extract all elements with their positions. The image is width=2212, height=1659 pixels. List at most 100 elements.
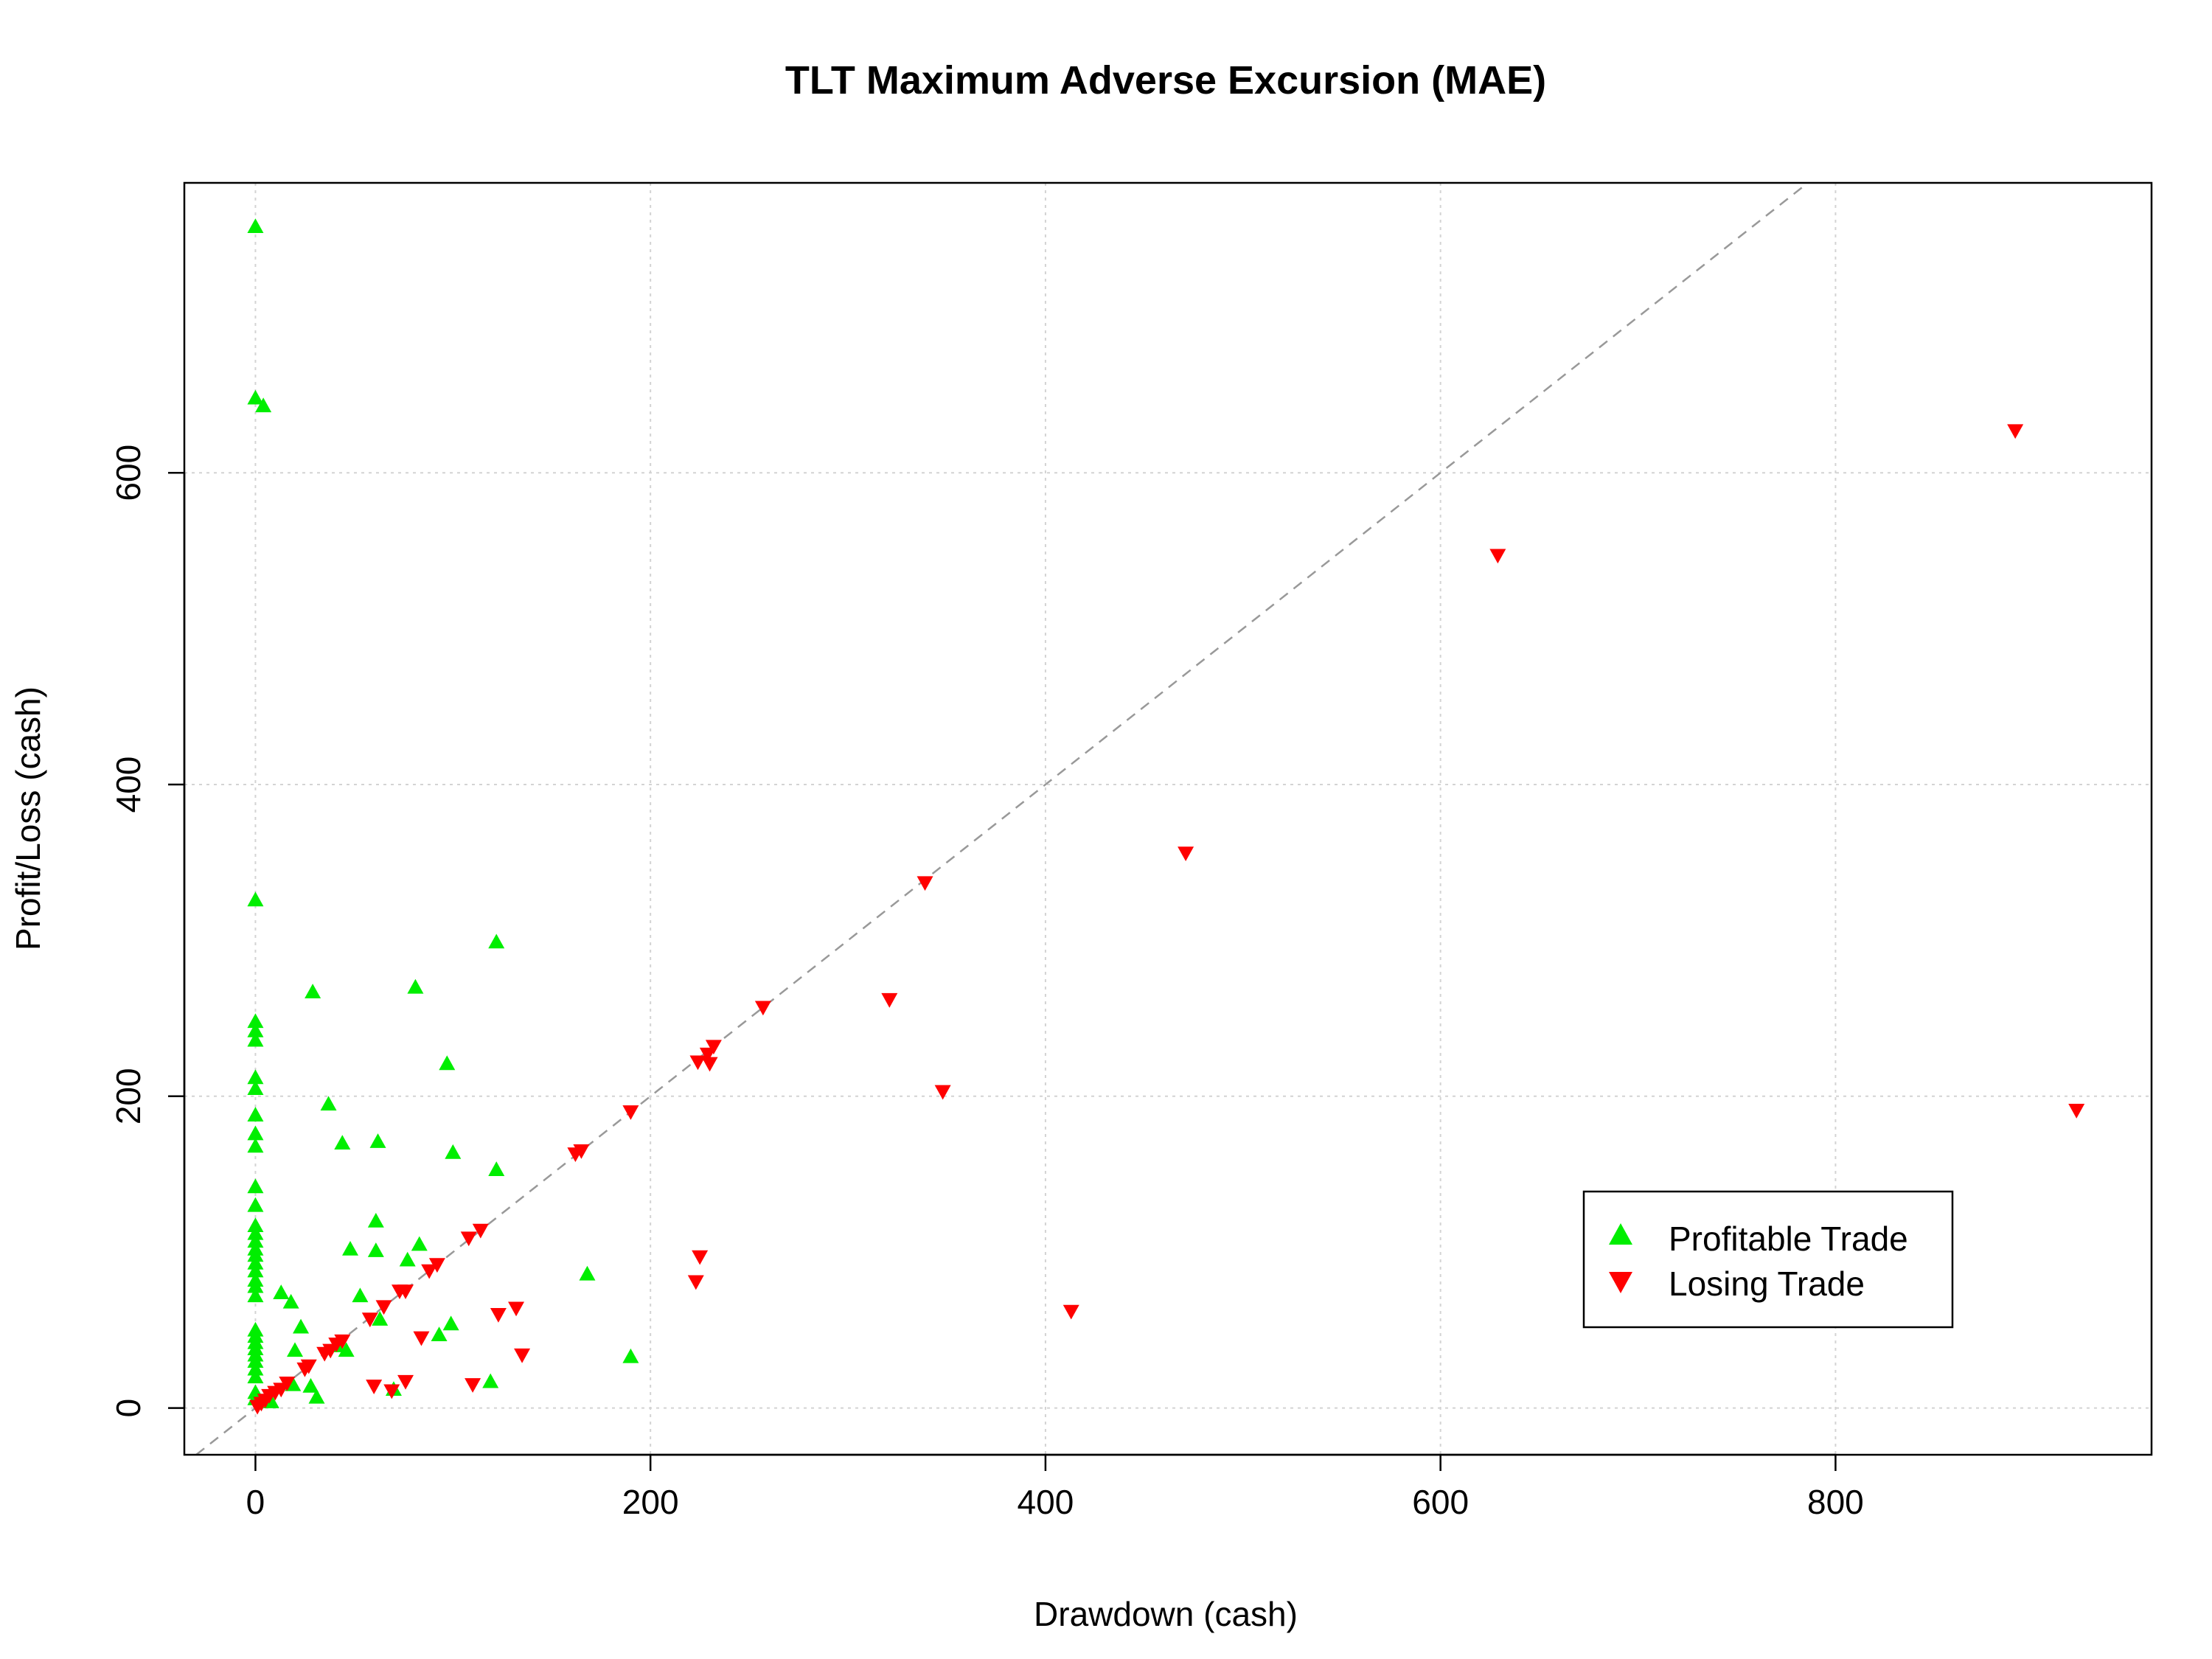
- losing-trade-point: [1062, 1304, 1079, 1320]
- losing-trade-point: [699, 1047, 716, 1062]
- profitable-trade-point: [320, 1096, 337, 1111]
- losing-trade-points: [249, 424, 2085, 1415]
- profitable-trade-point: [367, 1212, 384, 1228]
- losing-trade-point: [391, 1284, 408, 1300]
- profitable-trade-point: [282, 1293, 299, 1309]
- profitable-trade-point: [622, 1348, 639, 1363]
- profitable-trade-point: [247, 1197, 264, 1212]
- losing-trade-point: [366, 1380, 383, 1394]
- profitable-trade-point: [293, 1318, 310, 1334]
- chart-title: TLT Maximum Adverse Excursion (MAE): [785, 58, 1546, 102]
- losing-trade-point: [316, 1346, 333, 1362]
- losing-trade-point: [296, 1362, 313, 1377]
- profitable-trade-point: [273, 1284, 290, 1299]
- profitable-trade-point: [247, 1225, 264, 1240]
- x-tick-label: 600: [1412, 1483, 1469, 1521]
- profitable-trade-point: [482, 1373, 499, 1388]
- profitable-trade-point: [579, 1265, 596, 1281]
- x-tick-label: 0: [246, 1483, 265, 1521]
- profitable-trade-point: [247, 1080, 264, 1096]
- y-axis: 0 200 400 600: [109, 445, 186, 1418]
- profitable-trade-point: [334, 1135, 351, 1150]
- profitable-trade-point: [407, 978, 424, 994]
- x-tick-label: 200: [622, 1483, 679, 1521]
- profitable-trade-point: [247, 1023, 264, 1037]
- losing-trade-point: [701, 1057, 718, 1072]
- losing-trade-point: [514, 1348, 531, 1363]
- losing-trade-point: [375, 1300, 392, 1315]
- losing-trade-point: [383, 1384, 400, 1399]
- losing-trade-point: [361, 1312, 378, 1328]
- profitable-trade-point: [411, 1236, 428, 1251]
- losing-trade-point: [567, 1147, 584, 1163]
- grid-lines: [184, 183, 2152, 1455]
- losing-trade-point: [2068, 1104, 2085, 1119]
- profitable-trade-point: [352, 1287, 369, 1303]
- profitable-trade-point: [247, 1107, 264, 1121]
- profitable-trade-point: [287, 1342, 304, 1357]
- losing-trade-point: [249, 1399, 266, 1415]
- profitable-trade-point: [247, 1287, 264, 1303]
- profitable-trade-point: [247, 1262, 264, 1278]
- profitable-trade-point: [247, 1353, 264, 1368]
- losing-trade-point: [413, 1331, 430, 1346]
- legend-marker-losing: [1609, 1272, 1632, 1293]
- legend-box: [1582, 1190, 1954, 1329]
- profitable-trade-point: [367, 1242, 384, 1257]
- losing-trade-point: [2007, 424, 2024, 439]
- y-tick-label: 0: [109, 1399, 147, 1418]
- profitable-trade-point: [342, 1240, 359, 1256]
- profitable-trade-point: [372, 1311, 389, 1326]
- x-axis: 0 200 400 600 800: [246, 1453, 1864, 1521]
- losing-trade-point: [465, 1378, 481, 1393]
- legend-marker-profitable: [1609, 1223, 1632, 1245]
- profitable-trade-point: [247, 1217, 264, 1233]
- profitable-trade-point: [247, 1360, 264, 1376]
- profitable-trade-point: [247, 1032, 264, 1047]
- losing-trade-point: [1489, 549, 1506, 564]
- profitable-trade-point: [247, 1138, 264, 1153]
- profitable-trade-point: [247, 1069, 264, 1085]
- profitable-trade-point: [255, 397, 272, 413]
- profitable-trade-point: [445, 1144, 462, 1159]
- profitable-trade-point: [442, 1315, 459, 1331]
- legend: Profitable Trade Losing Trade: [1582, 1190, 1954, 1329]
- profitable-trade-point: [399, 1251, 416, 1267]
- y-tick-label: 400: [109, 757, 147, 813]
- losing-trade-point: [705, 1040, 722, 1055]
- profitable-trade-point: [247, 891, 264, 907]
- profitable-trade-point: [488, 1161, 505, 1176]
- y-tick-label: 200: [109, 1068, 147, 1124]
- profitable-trade-point: [247, 1178, 264, 1194]
- losing-trade-point: [508, 1301, 525, 1317]
- profitable-trade-point: [247, 389, 264, 405]
- y-axis-label: Profit/Loss (cash): [9, 686, 47, 950]
- losing-trade-point: [689, 1055, 706, 1071]
- profitable-trade-point: [308, 1388, 325, 1404]
- profitable-trade-point: [247, 1013, 264, 1029]
- losing-trade-point: [428, 1258, 445, 1273]
- profitable-trade-point: [247, 1368, 264, 1384]
- losing-trade-point: [692, 1250, 709, 1265]
- profitable-trade-point: [305, 984, 321, 998]
- profitable-trade-point: [247, 1233, 264, 1248]
- losing-trade-point: [1178, 846, 1194, 862]
- profitable-trade-point: [439, 1055, 456, 1071]
- profitable-trade-point: [247, 1125, 264, 1141]
- profitable-trade-point: [488, 933, 505, 949]
- reference-line: [195, 182, 1809, 1455]
- profitable-trade-point: [247, 1254, 264, 1270]
- losing-trade-point: [917, 876, 933, 891]
- x-axis-label: Drawdown (cash): [1034, 1595, 1298, 1633]
- losing-trade-point: [460, 1231, 477, 1247]
- losing-trade-point: [687, 1275, 704, 1290]
- losing-trade-point: [881, 992, 898, 1008]
- legend-label-profitable: Profitable Trade: [1669, 1220, 1908, 1258]
- y-tick-label: 600: [109, 445, 147, 501]
- x-tick-label: 400: [1018, 1483, 1074, 1521]
- losing-trade-point: [490, 1307, 507, 1323]
- profitable-trade-point: [302, 1377, 319, 1393]
- losing-trade-point: [934, 1085, 951, 1100]
